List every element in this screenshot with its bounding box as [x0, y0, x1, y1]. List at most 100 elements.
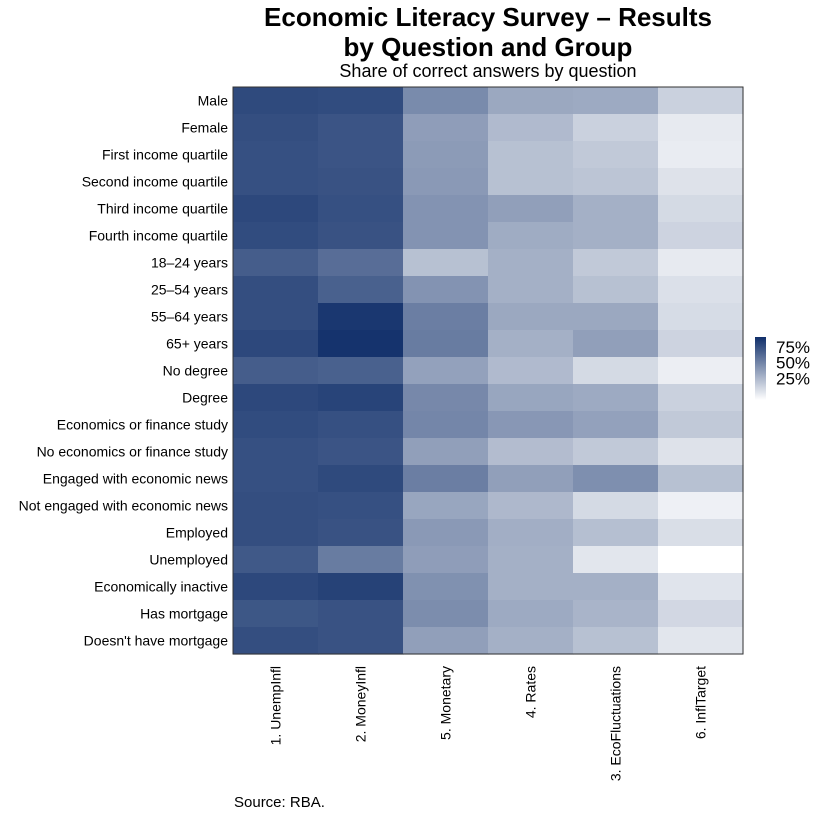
heatmap-cell: [318, 573, 404, 601]
heatmap-cell: [488, 114, 574, 142]
heatmap-cell: [573, 411, 659, 439]
heatmap-cell: [658, 600, 744, 628]
heatmap-cell: [403, 249, 489, 277]
heatmap-cell: [403, 114, 489, 142]
heatmap-cell: [488, 438, 574, 466]
heatmap-cell: [403, 384, 489, 412]
heatmap-cell: [318, 249, 404, 277]
heatmap-cell: [658, 303, 744, 331]
y-tick-label: Third income quartile: [97, 201, 228, 217]
heatmap-cell: [233, 222, 319, 250]
heatmap-cell: [488, 330, 574, 358]
heatmap-cell: [403, 141, 489, 169]
y-axis-labels: Male Female First income quartile Second in…: [19, 93, 229, 649]
heatmap-cell: [318, 195, 404, 223]
legend-colorbar: [755, 337, 766, 400]
chart-title-line2: by Question and Group: [343, 32, 633, 62]
heatmap-cell: [318, 276, 404, 304]
heatmap-cell: [488, 627, 574, 655]
heatmap-cell: [573, 627, 659, 655]
y-tick-label: 18–24 years: [151, 255, 228, 271]
heatmap-cell: [573, 438, 659, 466]
heatmap-cell: [403, 303, 489, 331]
heatmap-cell: [488, 384, 574, 412]
heatmap-cell: [233, 492, 319, 520]
heatmap-cell: [403, 330, 489, 358]
heatmap-cell: [318, 330, 404, 358]
source-note: Source: RBA.: [234, 794, 325, 811]
heatmap-cell: [573, 600, 659, 628]
heatmap-cell: [573, 573, 659, 601]
y-tick-label: Second income quartile: [82, 174, 229, 190]
heatmap-cell: [488, 519, 574, 547]
heatmap-cell: [488, 492, 574, 520]
heatmap-cell: [488, 195, 574, 223]
heatmap-cell: [658, 168, 744, 196]
heatmap-cell: [488, 249, 574, 277]
heatmap-cell: [488, 411, 574, 439]
heatmap-cell: [488, 357, 574, 385]
heatmap-cell: [318, 357, 404, 385]
heatmap-cell: [233, 600, 319, 628]
chart-title-line1: Economic Literacy Survey – Results: [264, 2, 712, 32]
heatmap-cell: [658, 222, 744, 250]
heatmap-cell: [573, 141, 659, 169]
heatmap-cell: [318, 600, 404, 628]
heatmap-cell: [573, 465, 659, 493]
heatmap-cell: [318, 303, 404, 331]
heatmap-cell: [318, 168, 404, 196]
heatmap-cell: [233, 249, 319, 277]
heatmap-cell: [233, 627, 319, 655]
heatmap-cell: [403, 492, 489, 520]
y-tick-label: First income quartile: [102, 147, 228, 163]
heatmap-cell: [403, 87, 489, 115]
heatmap-cell: [233, 87, 319, 115]
heatmap-cell: [573, 87, 659, 115]
heatmap-cell: [233, 411, 319, 439]
heatmap-cell: [658, 357, 744, 385]
heatmap-cell: [488, 465, 574, 493]
heatmap-cell: [233, 330, 319, 358]
heatmap-cell: [403, 411, 489, 439]
heatmap-cell: [233, 114, 319, 142]
heatmap-cell: [233, 384, 319, 412]
heatmap-cell: [658, 519, 744, 547]
heatmap-cell: [318, 492, 404, 520]
heatmap-cell: [658, 87, 744, 115]
y-tick-label: 55–64 years: [151, 309, 228, 325]
heatmap-cell: [658, 627, 744, 655]
chart-subtitle: Share of correct answers by question: [339, 61, 637, 81]
y-tick-label: Economically inactive: [94, 579, 228, 595]
heatmap-cells: [233, 87, 744, 655]
heatmap-cell: [233, 357, 319, 385]
heatmap-cell: [318, 114, 404, 142]
heatmap-cell: [318, 384, 404, 412]
heatmap-cell: [658, 546, 744, 574]
heatmap-cell: [233, 168, 319, 196]
heatmap-cell: [658, 141, 744, 169]
heatmap-cell: [318, 627, 404, 655]
heatmap-cell: [318, 519, 404, 547]
x-tick-label: 3. EcoFluctuations: [608, 666, 624, 781]
heatmap-cell: [233, 546, 319, 574]
heatmap-cell: [403, 627, 489, 655]
heatmap-cell: [233, 303, 319, 331]
x-tick-label: 1. UnempInfl: [268, 666, 284, 745]
heatmap-cell: [318, 438, 404, 466]
heatmap-cell: [233, 573, 319, 601]
heatmap-cell: [573, 357, 659, 385]
plot-frame: [232, 86, 744, 655]
heatmap-cell: [658, 114, 744, 142]
heatmap-cell: [573, 384, 659, 412]
heatmap-cell: [318, 465, 404, 493]
y-tick-label: 65+ years: [166, 336, 228, 352]
heatmap-cell: [233, 276, 319, 304]
heatmap-cell: [658, 465, 744, 493]
y-tick-label: Employed: [166, 525, 228, 541]
heatmap-cell: [488, 303, 574, 331]
heatmap-cell: [573, 249, 659, 277]
y-tick-label: No economics or finance study: [37, 444, 228, 460]
y-tick-label: Female: [181, 120, 228, 136]
heatmap-cell: [658, 330, 744, 358]
heatmap-cell: [318, 222, 404, 250]
